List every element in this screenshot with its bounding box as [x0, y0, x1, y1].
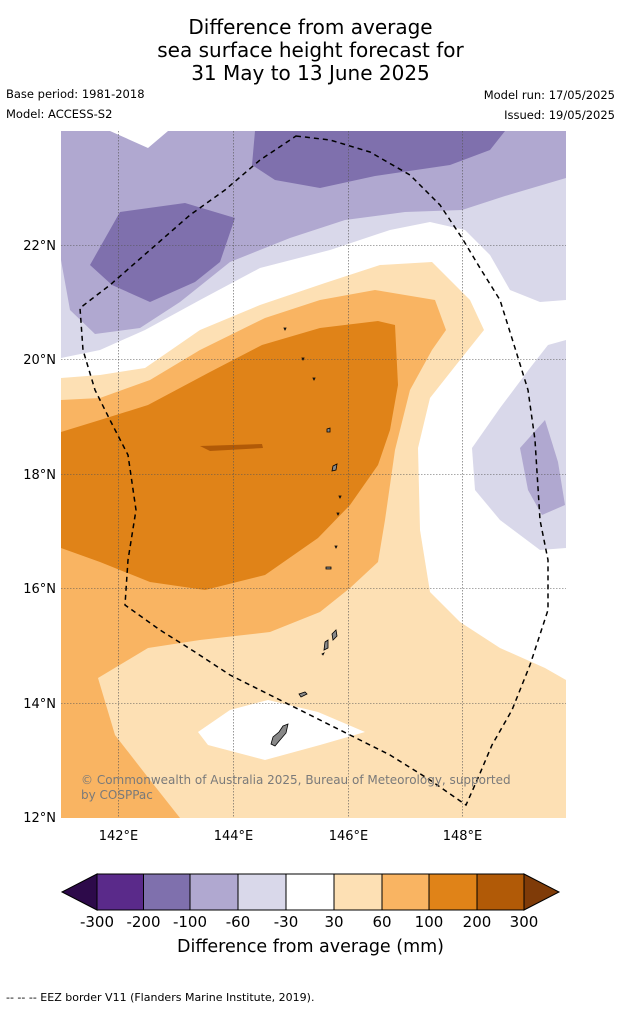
island-farallon — [283, 327, 287, 331]
island-alamagan — [336, 512, 340, 516]
colorbar-ticks: -300 -200 -100 -60 -30 30 60 100 200 300 — [80, 913, 538, 931]
island-aguijan — [321, 652, 325, 656]
lat-label-14n: 14°N — [23, 697, 56, 712]
colorbar-extend-high — [523, 873, 561, 911]
lat-label-12n: 12°N — [23, 811, 56, 826]
island-asuncion — [312, 377, 316, 381]
zone-dark-orange — [200, 444, 263, 451]
island-guam — [270, 723, 289, 747]
colorbar-swatch-4 — [237, 873, 287, 911]
colorbar-tick: 30 — [324, 913, 343, 931]
colorbar — [60, 873, 561, 911]
zone-white-corner — [61, 131, 168, 148]
island-maug — [301, 357, 305, 361]
copyright-line-1: © Commonwealth of Australia 2025, Bureau… — [81, 773, 511, 787]
colorbar-tick: 100 — [415, 913, 444, 931]
colorbar-swatch-5 — [285, 873, 335, 911]
island-sarigan — [334, 545, 338, 549]
colorbar-tick: -100 — [173, 913, 207, 931]
colorbar-tick: -200 — [126, 913, 160, 931]
lat-label-20n: 20°N — [23, 353, 56, 368]
island-rota — [298, 691, 308, 698]
lon-label-148e: 148°E — [443, 829, 483, 844]
lon-label-146e: 146°E — [329, 829, 369, 844]
zone-orange — [61, 321, 398, 590]
island-saipan — [331, 629, 338, 641]
colorbar-tick: -60 — [226, 913, 251, 931]
island-anatahan — [325, 566, 332, 570]
title-line-1: Difference from average — [188, 15, 433, 39]
copyright-line-2: by COSPPac — [81, 788, 153, 802]
base-period-label: Base period: 1981-2018 — [6, 87, 145, 101]
islands — [270, 327, 342, 747]
lat-label-16n: 16°N — [23, 582, 56, 597]
island-guguan — [338, 495, 342, 499]
lat-labels: 22°N 20°N 18°N 16°N 14°N 12°N — [23, 239, 56, 826]
colorbar-tick: -300 — [80, 913, 114, 931]
eez-footnote: -- -- -- EEZ border V11 (Flanders Marine… — [6, 991, 315, 1004]
model-label: Model: ACCESS-S2 — [6, 107, 113, 121]
island-tinian — [323, 639, 329, 651]
lon-labels: 142°E 144°E 146°E 148°E — [99, 829, 483, 844]
zone-purple — [252, 131, 505, 188]
lon-label-144e: 144°E — [214, 829, 254, 844]
colorbar-swatch-1 — [96, 873, 144, 911]
gridlines — [61, 131, 566, 818]
colorbar-tick: 60 — [372, 913, 391, 931]
colorbar-swatch-2 — [143, 873, 191, 911]
issued-label: Issued: 19/05/2025 — [504, 108, 615, 122]
title-line-2: sea surface height forecast for — [157, 38, 464, 62]
colorbar-tick: 300 — [510, 913, 539, 931]
lon-label-142e: 142°E — [99, 829, 139, 844]
zone-east-lavender — [520, 420, 565, 515]
colorbar-swatch-3 — [189, 873, 239, 911]
colorbar-extend-low — [60, 873, 98, 911]
colorbar-swatch-6 — [333, 873, 383, 911]
model-run-label: Model run: 17/05/2025 — [483, 88, 615, 102]
zone-purple-west — [90, 203, 235, 302]
lat-label-18n: 18°N — [23, 468, 56, 483]
eez-border — [79, 135, 549, 807]
colorbar-swatch-8 — [428, 873, 478, 911]
island-agrihan — [326, 427, 331, 433]
colorbar-swatch-7 — [381, 873, 430, 911]
colorbar-tick: -30 — [274, 913, 299, 931]
map-title: Difference from average sea surface heig… — [0, 16, 621, 85]
colorbar-tick: 200 — [463, 913, 492, 931]
island-pagan — [331, 463, 338, 472]
colorbar-title: Difference from average (mm) — [176, 937, 445, 957]
colorbar-swatch-9 — [476, 873, 525, 911]
title-line-3: 31 May to 13 June 2025 — [191, 61, 430, 85]
lat-label-22n: 22°N — [23, 239, 56, 254]
